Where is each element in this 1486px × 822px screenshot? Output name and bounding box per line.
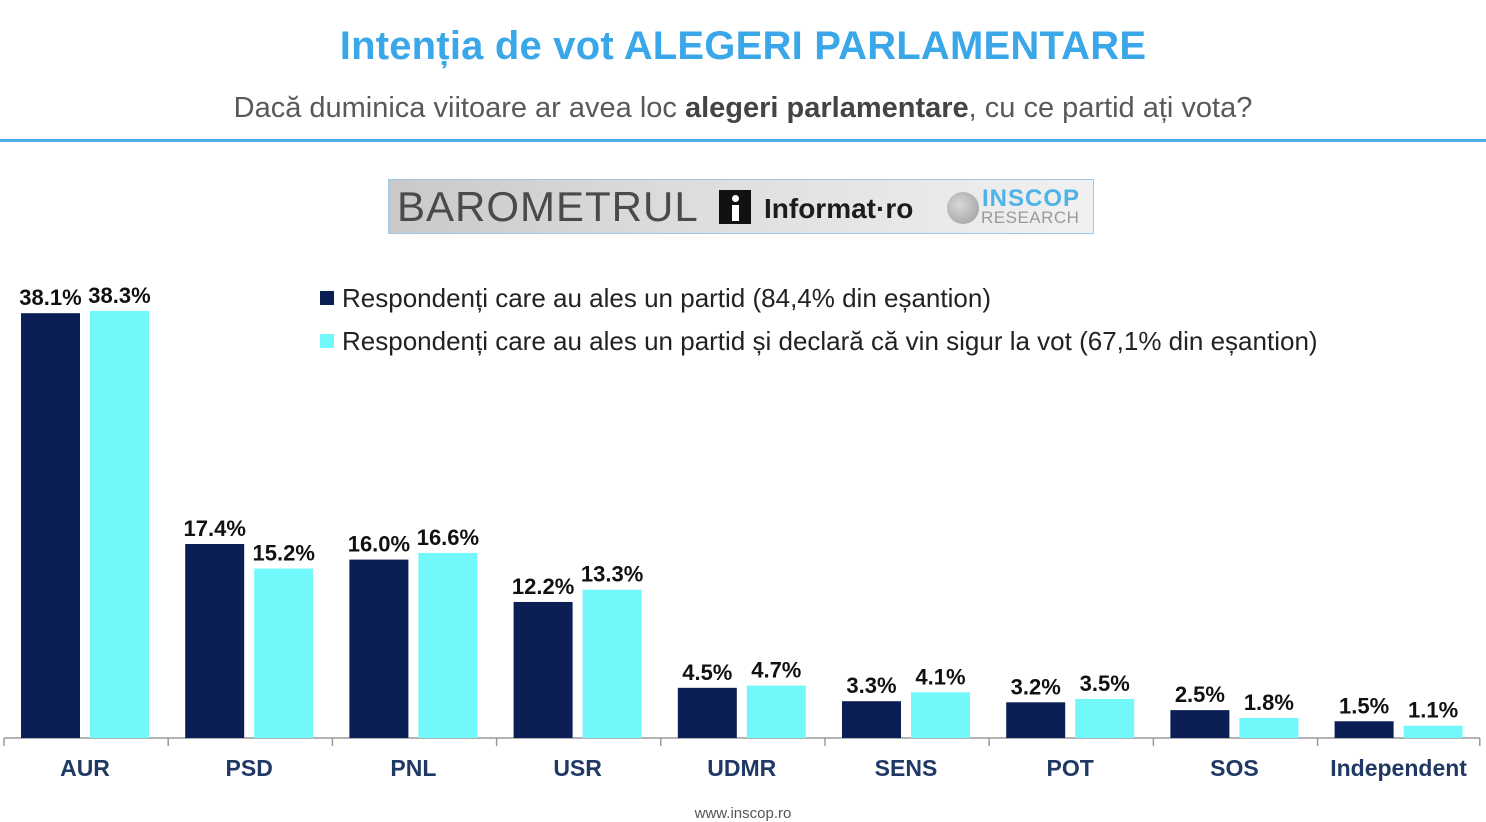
legend-swatch-series-1 xyxy=(320,291,334,305)
bar-sos-series-1 xyxy=(1170,710,1230,738)
chart-subtitle: Dacă duminica viitoare ar avea loc alege… xyxy=(0,92,1486,125)
bar-sos-series-2 xyxy=(1239,717,1299,738)
subtitle-end: , cu ce partid ați vota? xyxy=(968,92,1253,124)
legend-label-series-2: Respondenți care au ales un partid și de… xyxy=(342,326,1318,356)
inscop-logo-icon xyxy=(947,192,979,224)
data-label-sos-series-1: 2.5% xyxy=(1175,682,1225,707)
bar-pot-series-2 xyxy=(1075,698,1135,738)
barometru-wordmark: BAROMETRUL xyxy=(397,183,699,230)
chart-title: Intenția de vot ALEGERI PARLAMENTARE xyxy=(339,24,1147,68)
x-tick-label-usr: USR xyxy=(553,755,602,781)
x-tick-label-sens: SENS xyxy=(875,755,938,781)
legend-item-series-2: Respondenți care au ales un partid și de… xyxy=(320,326,1318,357)
bar-independent-series-1 xyxy=(1334,721,1394,738)
data-label-independent-series-2: 1.1% xyxy=(1408,698,1458,723)
bar-independent-series-2 xyxy=(1403,725,1463,738)
bar-pnl-series-1 xyxy=(349,559,409,738)
subtitle-start: Dacă duminica viitoare ar avea loc xyxy=(233,92,685,124)
legend-label-series-1: Respondenți care au ales un partid (84,4… xyxy=(342,283,991,313)
data-label-sos-series-2: 1.8% xyxy=(1244,690,1294,715)
inscop-wordmark: INSCOP xyxy=(982,185,1081,212)
data-label-aur-series-1: 38.1% xyxy=(19,285,81,310)
bar-udmr-series-1 xyxy=(677,687,737,738)
bar-aur-series-2 xyxy=(90,310,149,738)
bar-sens-series-2 xyxy=(911,692,970,738)
x-tick-label-aur: AUR xyxy=(60,755,110,781)
x-tick-label-psd: PSD xyxy=(226,755,273,781)
data-label-udmr-series-1: 4.5% xyxy=(682,660,732,685)
subtitle-bold: alegeri parlamentare xyxy=(684,92,969,124)
x-tick-label-independent: Independent xyxy=(1330,755,1467,781)
inscop-research-wordmark: RESEARCH xyxy=(981,208,1080,227)
data-label-sens-series-2: 4.1% xyxy=(915,664,965,689)
data-label-aur-series-2: 38.3% xyxy=(88,283,150,308)
data-label-psd-series-1: 17.4% xyxy=(184,516,246,541)
data-label-pnl-series-2: 16.6% xyxy=(417,525,479,550)
footer-url: www.inscop.ro xyxy=(694,805,792,822)
bar-aur-series-1 xyxy=(21,313,80,738)
data-label-pot-series-1: 3.2% xyxy=(1011,674,1061,699)
header-divider xyxy=(0,139,1486,142)
data-label-pnl-series-1: 16.0% xyxy=(348,532,410,557)
x-tick-label-pnl: PNL xyxy=(390,755,436,781)
x-tick-label-sos: SOS xyxy=(1210,755,1259,781)
data-label-sens-series-1: 3.3% xyxy=(846,673,896,698)
legend-swatch-series-2 xyxy=(320,334,334,348)
data-label-usr-series-2: 13.3% xyxy=(581,562,643,587)
bar-psd-series-2 xyxy=(254,568,314,738)
legend-item-series-1: Respondenți care au ales un partid (84,4… xyxy=(320,283,991,314)
data-label-udmr-series-2: 4.7% xyxy=(751,658,801,683)
x-tick-label-udmr: UDMR xyxy=(707,755,776,781)
bar-sens-series-1 xyxy=(842,701,901,738)
data-label-pot-series-2: 3.5% xyxy=(1080,671,1130,696)
bar-pnl-series-2 xyxy=(418,552,478,738)
data-label-usr-series-1: 12.2% xyxy=(512,574,574,599)
x-tick-label-pot: POT xyxy=(1047,755,1094,781)
barometru-logo-banner: BAROMETRUL Informat·ro INSCOP RESEARCH xyxy=(388,179,1094,234)
bar-pot-series-1 xyxy=(1006,702,1066,738)
informat-logo-icon xyxy=(719,190,751,224)
bar-udmr-series-2 xyxy=(746,685,806,738)
bar-psd-series-1 xyxy=(185,543,245,738)
informat-wordmark: Informat·ro xyxy=(764,193,914,224)
data-label-independent-series-1: 1.5% xyxy=(1339,693,1389,718)
bar-usr-series-1 xyxy=(513,601,573,738)
bar-usr-series-2 xyxy=(582,589,642,738)
data-label-psd-series-2: 15.2% xyxy=(253,541,315,566)
